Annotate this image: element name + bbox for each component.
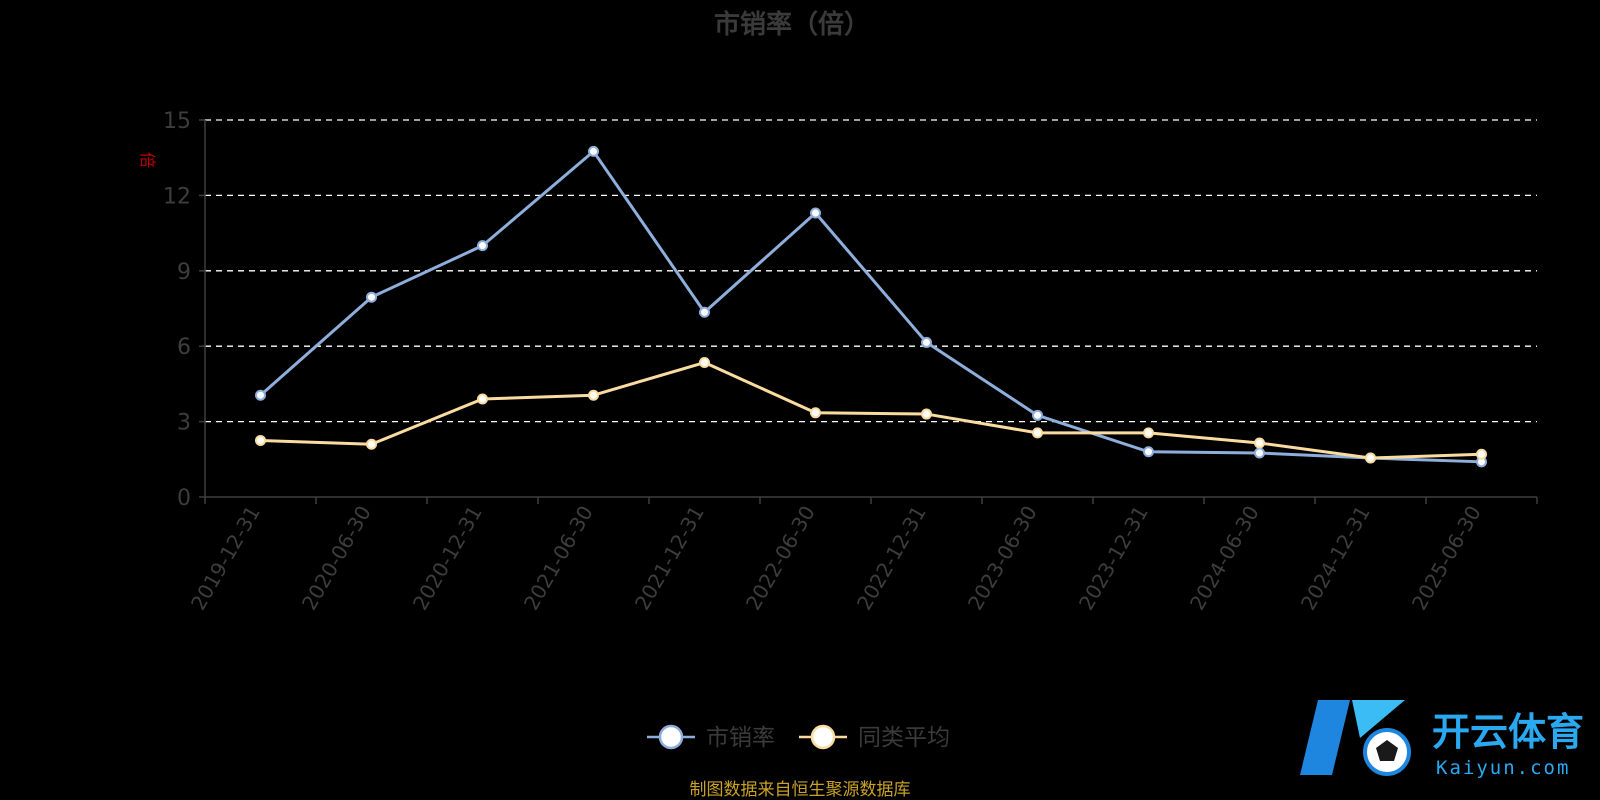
y-tick-label: 15 [163,109,191,134]
x-tick-label: 2023-06-30 [963,502,1042,615]
x-tick-label: 2025-06-30 [1407,502,1486,615]
data-point[interactable] [1476,448,1487,460]
watermark-brand-en: Kaiyun.com [1436,757,1570,779]
x-tick-label: 2024-06-30 [1185,502,1264,615]
k-ball-icon [1300,700,1411,776]
data-point[interactable] [255,389,266,401]
source-note: 制图数据来自恒生聚源数据库 [690,780,911,800]
x-tick-label: 2021-06-30 [519,502,598,615]
y-tick-label: 9 [177,260,191,285]
series-2 [255,357,1487,464]
legend-item-series-1[interactable]: 市销率 [647,724,775,751]
y-tick-label: 0 [177,486,191,511]
grid-lines [205,119,1537,423]
watermark-logo: 开云体育 Kaiyun.com [1300,700,1584,779]
series-lines [255,145,1487,468]
data-point[interactable] [477,240,488,252]
axes [204,120,1537,498]
data-point[interactable] [1254,437,1265,449]
x-tick-label: 2022-06-30 [741,502,820,615]
series-line [260,361,1482,460]
data-point[interactable] [1143,427,1154,439]
legend-item-series-2[interactable]: 同类平均 [799,724,950,751]
data-point[interactable] [1032,409,1043,421]
y-tick-labels: 0 3 6 9 12 15 [163,109,205,511]
series-1 [255,145,1487,468]
data-point[interactable] [1365,452,1376,464]
data-point[interactable] [810,407,821,419]
data-point[interactable] [1143,446,1154,458]
data-point[interactable] [1032,427,1043,439]
x-tick-label: 2019-12-31 [186,502,265,615]
y-tick-label: 12 [163,184,191,209]
x-tick-label: 2023-12-31 [1074,502,1153,615]
x-tick-label: 2020-06-30 [297,502,376,615]
x-tick-labels: 2019-12-31 2020-06-30 2020-12-31 2021-06-30… [186,497,1538,615]
legend-label-1: 市销率 [706,725,775,751]
data-point[interactable] [477,393,488,405]
series-line [259,149,1482,464]
y-axis-label: 倍 [138,152,157,168]
y-tick-label: 6 [177,335,191,360]
data-point[interactable] [255,434,266,446]
data-point[interactable] [921,408,932,420]
data-point[interactable] [810,207,821,219]
chart-title: 市销率（倍） [714,9,870,40]
x-tick-label: 2020-12-31 [408,502,487,615]
data-point[interactable] [588,389,599,401]
data-point[interactable] [921,336,932,348]
legend-label-2: 同类平均 [858,725,950,751]
data-point[interactable] [588,145,599,157]
data-point[interactable] [1254,447,1265,459]
data-point[interactable] [366,291,377,303]
legend-marker-1 [658,724,684,750]
watermark-brand-cn: 开云体育 [1432,710,1584,754]
x-tick-label: 2022-12-31 [852,502,931,615]
legend[interactable]: 市销率 同类平均 [647,724,950,751]
data-point[interactable] [699,357,710,369]
data-point[interactable] [699,306,710,318]
y-tick-label: 3 [177,411,191,436]
x-tick-label: 2021-12-31 [630,502,709,615]
x-tick-label: 2024-12-31 [1296,502,1375,615]
data-point[interactable] [366,438,377,450]
legend-marker-2 [810,724,836,750]
